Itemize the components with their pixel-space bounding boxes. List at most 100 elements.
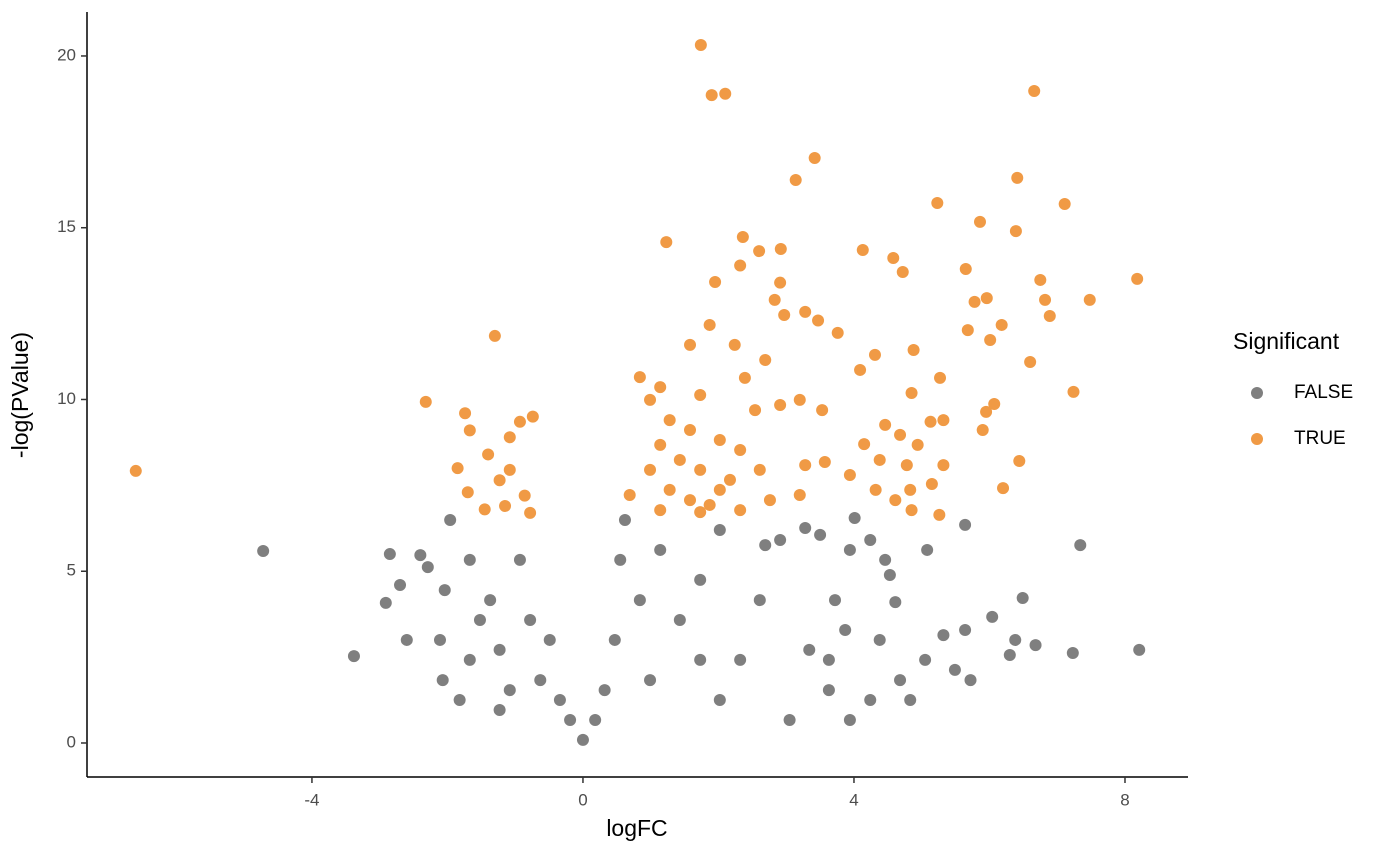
point (553, 694, 566, 707)
point (694, 38, 707, 51)
point (856, 244, 869, 257)
y-tick-label: 10 (57, 389, 76, 408)
point (673, 453, 686, 466)
point (988, 397, 1001, 410)
point (1039, 293, 1052, 306)
legend-label: TRUE (1294, 428, 1346, 449)
point (524, 506, 537, 519)
point (753, 245, 766, 258)
point (1024, 356, 1037, 369)
point (808, 151, 821, 164)
point (774, 533, 787, 546)
point (433, 633, 446, 646)
point (129, 464, 142, 477)
point (1009, 225, 1022, 238)
point (394, 578, 407, 591)
point (887, 251, 900, 264)
point (703, 318, 716, 331)
point (984, 334, 997, 347)
point (473, 614, 486, 627)
point (1029, 639, 1042, 652)
point (684, 494, 697, 507)
point (383, 548, 396, 561)
point (438, 584, 451, 597)
point (986, 610, 999, 623)
point (493, 474, 506, 487)
point (879, 418, 892, 431)
point (894, 428, 907, 441)
point (484, 594, 497, 607)
x-tick-label: -4 (304, 790, 319, 809)
point (980, 405, 993, 418)
point (864, 533, 877, 546)
point (1011, 171, 1024, 184)
point (873, 633, 886, 646)
point (713, 524, 726, 537)
point (419, 395, 432, 408)
point (644, 393, 657, 406)
point (894, 674, 907, 687)
point (694, 573, 707, 586)
x-tick-label: 4 (849, 790, 858, 809)
y-tick-label: 20 (57, 45, 76, 64)
point (959, 262, 972, 275)
point (400, 633, 413, 646)
point (816, 404, 829, 417)
point (753, 463, 766, 476)
point (843, 469, 856, 482)
point (444, 514, 457, 527)
point (919, 653, 932, 666)
x-tick-label: 8 (1120, 790, 1129, 809)
point (904, 694, 917, 707)
point (608, 633, 621, 646)
point (633, 594, 646, 607)
point (414, 549, 427, 562)
point (713, 434, 726, 447)
point (937, 459, 950, 472)
point (814, 528, 827, 541)
point (1013, 454, 1026, 467)
point (723, 473, 736, 486)
point (995, 318, 1008, 331)
point (421, 561, 434, 574)
point (822, 653, 835, 666)
point (503, 463, 516, 476)
point (793, 488, 806, 501)
point (598, 684, 611, 697)
point (513, 415, 526, 428)
x-axis-label: logFC (606, 815, 667, 841)
point (633, 371, 646, 384)
point (864, 694, 877, 707)
point (759, 539, 772, 552)
point (843, 543, 856, 556)
point (663, 414, 676, 427)
point (858, 438, 871, 451)
point (968, 295, 981, 308)
point (503, 431, 516, 444)
point (980, 292, 993, 305)
point (543, 633, 556, 646)
point (783, 713, 796, 726)
point (911, 438, 924, 451)
point (959, 518, 972, 531)
point (734, 443, 747, 456)
point (1083, 293, 1096, 306)
point (654, 504, 667, 517)
point (997, 482, 1010, 495)
point (564, 713, 577, 726)
point (436, 674, 449, 687)
y-tick-label: 15 (57, 217, 76, 236)
point (703, 498, 716, 511)
point (873, 453, 886, 466)
y-tick-label: 0 (67, 732, 76, 751)
point (488, 329, 501, 342)
point (822, 684, 835, 697)
y-axis-label: -log(PValue) (7, 332, 33, 458)
point (694, 463, 707, 476)
point (713, 483, 726, 496)
point (734, 653, 747, 666)
point (868, 348, 881, 361)
point (734, 504, 747, 517)
point (534, 674, 547, 687)
point (843, 713, 856, 726)
